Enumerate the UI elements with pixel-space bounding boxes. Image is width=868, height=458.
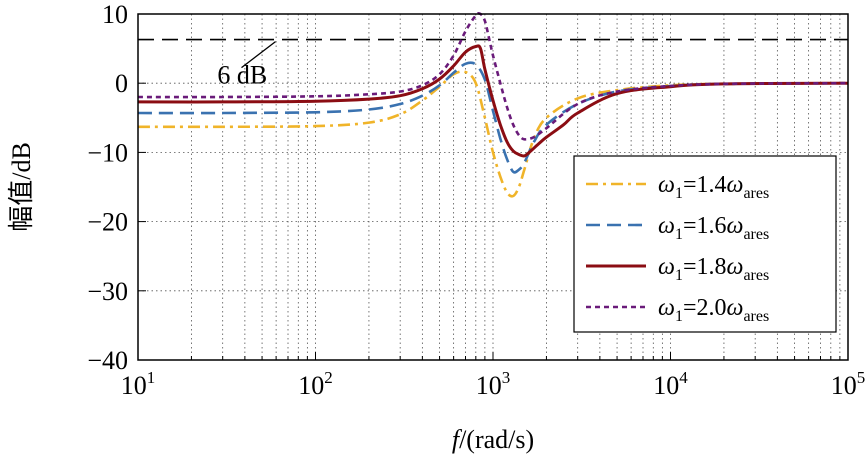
y-tick-label: −40	[87, 346, 128, 375]
y-axis-label: 幅值/dB	[7, 142, 36, 232]
legend-entry-3: ω1=1.8ωares	[658, 254, 769, 284]
plot-frame	[137, 13, 849, 361]
y-tick-label: 0	[115, 69, 128, 98]
series-line-3	[137, 44, 849, 158]
series-line-4	[137, 11, 849, 141]
x-tick-base: 10	[476, 371, 502, 400]
y-tick-label: 10	[102, 0, 128, 29]
x-tick-labels: 101 102 103 104 105	[121, 368, 866, 400]
legend-entry-4: ω1=2.0ωares	[658, 295, 769, 325]
x-tick-label: 102	[298, 368, 333, 400]
series-lines	[137, 11, 849, 198]
reference-pointer	[241, 41, 276, 69]
reference-line-group: 6 dB	[138, 38, 848, 90]
x-axis-label-symbol: f	[452, 425, 463, 454]
x-tick-base: 10	[831, 371, 857, 400]
x-tick-base: 10	[653, 371, 679, 400]
x-tick-label: 101	[121, 368, 156, 400]
y-tick-label: −10	[87, 138, 128, 167]
x-tick-exp: 5	[857, 368, 866, 387]
x-tick-base: 10	[121, 371, 147, 400]
x-axis-label-unit: /(rad/s)	[459, 425, 534, 454]
x-tick-exp: 2	[324, 368, 333, 387]
legend-entry-1: ω1=1.4ωares	[658, 172, 769, 202]
x-tick-exp: 3	[502, 368, 511, 387]
legend-box	[573, 155, 837, 333]
x-tick-exp: 4	[679, 368, 688, 387]
x-tick-exp: 1	[147, 368, 156, 387]
x-tick-base: 10	[298, 371, 324, 400]
y-tick-labels: 10 0 −10 −20 −30 −40	[87, 0, 128, 375]
reference-label: 6 dB	[217, 61, 267, 90]
y-tick-label: −20	[87, 208, 128, 237]
x-tick-label: 103	[476, 368, 511, 400]
x-axis-label: f/(rad/s)	[452, 425, 534, 454]
legend-entry-2: ω1=1.6ωares	[658, 213, 769, 243]
legend: ω1=1.4ωares ω1=1.6ωares ω1=1.8ωares ω1=2.0ω…	[573, 155, 837, 333]
x-tick-label: 104	[653, 368, 688, 400]
y-tick-label: −30	[87, 277, 128, 306]
x-tick-label: 105	[831, 368, 866, 400]
series-line-1	[137, 70, 849, 198]
